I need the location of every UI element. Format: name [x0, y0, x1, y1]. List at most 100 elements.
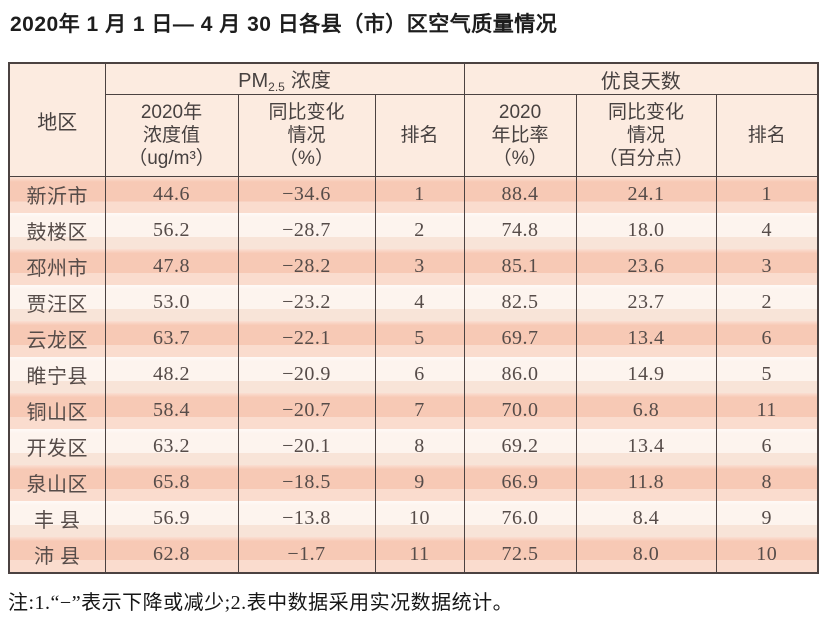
- table-header: 地区 PM2.5 浓度 优良天数 2020年 浓度值 （ug/m³） 同比变化 情…: [8, 62, 819, 177]
- table-row: 云龙区 63.7 −22.1 5 69.7 13.4 6: [8, 320, 819, 357]
- region-cell: 沛 县: [8, 536, 106, 573]
- pm-change-cell: −20.1: [237, 428, 376, 465]
- good-ratio-cell: 76.0: [463, 500, 577, 537]
- good-change-cell: 23.7: [575, 284, 717, 321]
- region-cell: 泉山区: [8, 464, 106, 501]
- column-header-good-ratio: 2020 年比率 （%）: [463, 94, 577, 177]
- pm-rank-cell: 4: [374, 284, 465, 321]
- table-row: 鼓楼区 56.2 −28.7 2 74.8 18.0 4: [8, 212, 819, 249]
- region-cell: 铜山区: [8, 392, 106, 429]
- header-line: （ug/m³）: [128, 148, 215, 170]
- pm25-label-prefix: PM: [238, 70, 269, 92]
- pm-change-cell: −20.9: [237, 356, 376, 393]
- good-rank-cell: 4: [715, 212, 819, 249]
- page-title: 2020年 1 月 1 日— 4 月 30 日各县（市）区空气质量情况: [10, 13, 558, 36]
- region-cell: 云龙区: [8, 320, 106, 357]
- pm-change-cell: −23.2: [237, 284, 376, 321]
- table-row: 邳州市 47.8 −28.2 3 85.1 23.6 3: [8, 248, 819, 285]
- table-row: 铜山区 58.4 −20.7 7 70.0 6.8 11: [8, 392, 819, 429]
- column-header-pm-change: 同比变化 情况 （%）: [237, 94, 376, 177]
- pm-value-cell: 56.9: [104, 500, 239, 537]
- pm-value-cell: 65.8: [104, 464, 239, 501]
- region-cell: 鼓楼区: [8, 212, 106, 249]
- header-group-row: 地区 PM2.5 浓度 优良天数: [8, 62, 819, 177]
- pm-rank-cell: 10: [374, 500, 465, 537]
- good-rank-cell: 10: [715, 536, 819, 573]
- header-line: 年比率: [491, 124, 549, 146]
- good-change-cell: 6.8: [575, 392, 717, 429]
- header-line: （%）: [492, 148, 548, 170]
- good-ratio-cell: 74.8: [463, 212, 577, 249]
- column-header-region: 地区: [8, 62, 106, 177]
- pm-value-cell: 47.8: [104, 248, 239, 285]
- header-line: 情况: [287, 124, 326, 146]
- column-header-pm-rank: 排名: [374, 94, 465, 177]
- good-rank-cell: 3: [715, 248, 819, 285]
- table-body: 新沂市 44.6 −34.6 1 88.4 24.1 1 鼓楼区 56.2 −2…: [8, 176, 819, 573]
- good-rank-cell: 11: [715, 392, 819, 429]
- air-quality-table: 地区 PM2.5 浓度 优良天数 2020年 浓度值 （ug/m³） 同比变化 情…: [8, 62, 820, 574]
- good-rank-cell: 9: [715, 500, 819, 537]
- good-change-cell: 14.9: [575, 356, 717, 393]
- pm-rank-cell: 7: [374, 392, 465, 429]
- pm-value-cell: 63.7: [104, 320, 239, 357]
- good-rank-cell: 8: [715, 464, 819, 501]
- pm-rank-cell: 1: [374, 176, 465, 213]
- good-rank-cell: 5: [715, 356, 819, 393]
- pm-change-cell: −20.7: [237, 392, 376, 429]
- pm-rank-cell: 6: [374, 356, 465, 393]
- table-row: 泉山区 65.8 −18.5 9 66.9 11.8 8: [8, 464, 819, 501]
- good-change-cell: 23.6: [575, 248, 717, 285]
- table-footnote: 注:1.“−”表示下降或减少;2.表中数据采用实况数据统计。: [8, 592, 514, 614]
- header-line: 2020: [498, 101, 542, 123]
- header-sub-row: 2020年 浓度值 （ug/m³） 同比变化 情况 （%） 排名 2020 年比…: [9, 94, 819, 177]
- header-line: 排名: [747, 124, 786, 146]
- header-line: 同比变化: [268, 101, 345, 123]
- pm-value-cell: 53.0: [104, 284, 239, 321]
- column-group-pm25: PM2.5 浓度: [104, 62, 465, 95]
- pm-value-cell: 48.2: [104, 356, 239, 393]
- good-change-cell: 24.1: [575, 176, 717, 213]
- header-line: （百分点）: [598, 148, 694, 170]
- good-ratio-cell: 86.0: [463, 356, 577, 393]
- table-row: 沛 县 62.8 −1.7 11 72.5 8.0 10: [8, 536, 819, 573]
- good-rank-cell: 1: [715, 176, 819, 213]
- header-line: 同比变化: [608, 101, 685, 123]
- pm-value-cell: 63.2: [104, 428, 239, 465]
- pm-value-cell: 56.2: [104, 212, 239, 249]
- pm-value-cell: 58.4: [104, 392, 239, 429]
- pm-rank-cell: 9: [374, 464, 465, 501]
- good-change-cell: 13.4: [575, 428, 717, 465]
- pm-value-cell: 44.6: [104, 176, 239, 213]
- column-header-pm-value: 2020年 浓度值 （ug/m³）: [104, 94, 239, 177]
- good-ratio-cell: 85.1: [463, 248, 577, 285]
- pm-rank-cell: 11: [374, 536, 465, 573]
- good-rank-cell: 2: [715, 284, 819, 321]
- header-line: 2020年: [140, 101, 203, 123]
- region-cell: 丰 县: [8, 500, 106, 537]
- good-change-cell: 18.0: [575, 212, 717, 249]
- header-line: 浓度值: [142, 124, 200, 146]
- pm-change-cell: −13.8: [237, 500, 376, 537]
- column-header-good-rank: 排名: [715, 94, 819, 177]
- pm-rank-cell: 5: [374, 320, 465, 357]
- pm-change-cell: −22.1: [237, 320, 376, 357]
- region-cell: 新沂市: [8, 176, 106, 213]
- table-row: 贾汪区 53.0 −23.2 4 82.5 23.7 2: [8, 284, 819, 321]
- good-rank-cell: 6: [715, 320, 819, 357]
- good-ratio-cell: 69.2: [463, 428, 577, 465]
- region-cell: 开发区: [8, 428, 106, 465]
- good-rank-cell: 6: [715, 428, 819, 465]
- region-cell: 贾汪区: [8, 284, 106, 321]
- good-ratio-cell: 70.0: [463, 392, 577, 429]
- pm-rank-cell: 8: [374, 428, 465, 465]
- pm25-label-suffix: 浓度: [290, 70, 331, 92]
- pm-change-cell: −1.7: [237, 536, 376, 573]
- good-change-cell: 8.0: [575, 536, 717, 573]
- pm-change-cell: −34.6: [237, 176, 376, 213]
- good-ratio-cell: 82.5: [463, 284, 577, 321]
- good-ratio-cell: 88.4: [463, 176, 577, 213]
- pm-value-cell: 62.8: [104, 536, 239, 573]
- column-group-good-days: 优良天数: [463, 62, 819, 95]
- pm25-label-subscript: 2.5: [268, 80, 285, 94]
